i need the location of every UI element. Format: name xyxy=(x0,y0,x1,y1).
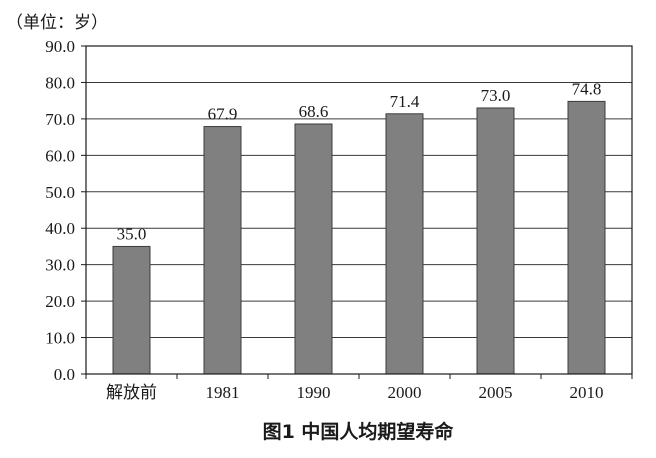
axes: 0.0 10.0 20.0 30.0 40.0 50.0 60.0 70.0 80.0 90.0 解… xyxy=(45,37,633,402)
x-tick-label: 1981 xyxy=(206,383,240,402)
y-tick-label: 70.0 xyxy=(45,110,75,129)
gridlines xyxy=(86,45,632,339)
bar xyxy=(385,113,424,375)
data-label: 67.9 xyxy=(208,105,238,124)
bar xyxy=(294,123,333,375)
y-tick-label: 20.0 xyxy=(45,292,75,311)
bars xyxy=(112,100,606,375)
y-tick-label: 0.0 xyxy=(54,365,75,384)
y-tick-label: 30.0 xyxy=(45,256,75,275)
data-labels: 35.0 67.9 68.6 71.4 73.0 74.8 xyxy=(117,79,602,243)
data-label: 68.6 xyxy=(299,102,329,121)
y-tick-label: 90.0 xyxy=(45,37,75,56)
data-label: 73.0 xyxy=(481,86,511,105)
bar xyxy=(567,100,606,375)
bar xyxy=(203,126,242,375)
y-tick-label: 60.0 xyxy=(45,146,75,165)
data-label: 71.4 xyxy=(390,92,420,111)
x-tick-label: 解放前 xyxy=(106,383,157,402)
unit-label: （单位：岁） xyxy=(6,13,108,32)
y-tick-label: 50.0 xyxy=(45,183,75,202)
data-label: 35.0 xyxy=(117,224,147,243)
y-tick-label: 40.0 xyxy=(45,219,75,238)
x-tick-label: 1990 xyxy=(297,383,331,402)
bar xyxy=(112,245,151,375)
data-label: 74.8 xyxy=(572,79,602,98)
x-tick-label: 2010 xyxy=(570,383,604,402)
y-tick-label: 80.0 xyxy=(45,73,75,92)
chart-title: 图1 中国人均期望寿命 xyxy=(263,420,455,443)
bar xyxy=(476,107,515,375)
x-tick-label: 2005 xyxy=(479,383,513,402)
x-tick-label: 2000 xyxy=(388,383,422,402)
y-tick-label: 10.0 xyxy=(45,329,75,348)
plot-frame xyxy=(85,45,633,375)
